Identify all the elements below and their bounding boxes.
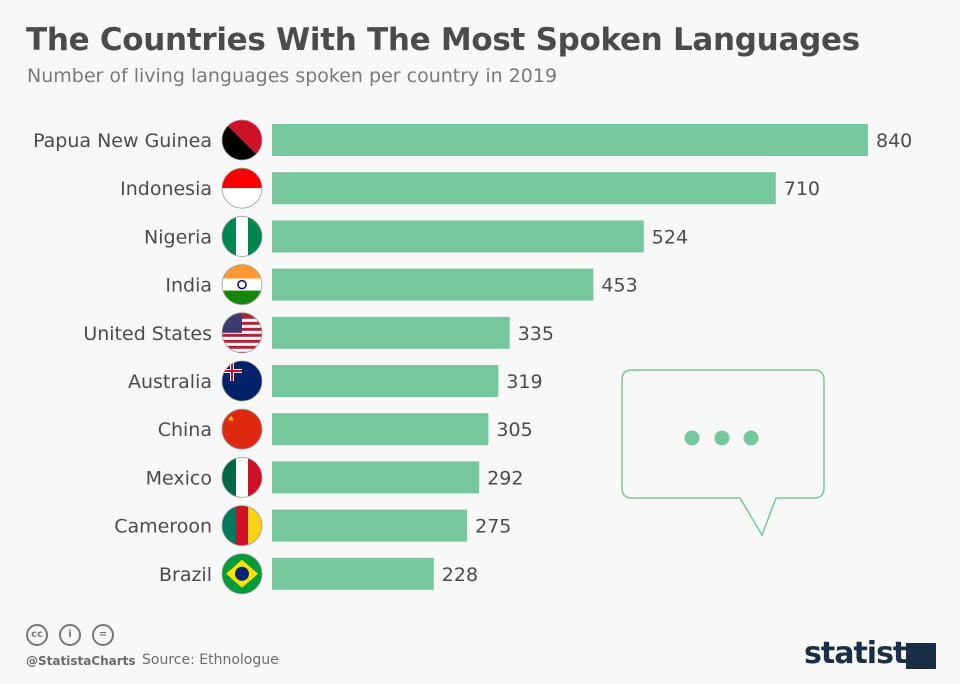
bar <box>272 124 868 156</box>
value-label: 335 <box>518 323 554 345</box>
bar-row: Mexico 292 <box>146 456 523 498</box>
bar <box>272 365 499 397</box>
flag-icon <box>222 216 262 257</box>
category-label: Indonesia <box>120 178 212 200</box>
bar <box>272 461 480 494</box>
speech-bubble-icon <box>621 369 825 537</box>
bar <box>272 413 489 446</box>
bar <box>272 220 644 253</box>
flag-icon <box>222 457 262 498</box>
flag-icon <box>222 264 262 305</box>
flag-icon <box>222 361 262 401</box>
flag-icon <box>222 553 262 594</box>
footer-handle: @StatistaCharts <box>26 654 136 668</box>
bar <box>272 557 434 590</box>
category-label: Cameroon <box>114 516 212 538</box>
nd-icon: = <box>92 624 114 646</box>
bar-row: Papua New Guinea 840 <box>33 119 912 161</box>
bar <box>272 316 510 349</box>
bar <box>272 172 776 205</box>
bar-row: China 305 <box>158 408 533 450</box>
bar-row: Australia 319 <box>128 360 543 402</box>
bar-row: Indonesia 710 <box>120 167 820 209</box>
category-label: India <box>165 275 212 297</box>
flag-icon <box>222 505 262 546</box>
chart-title: The Countries With The Most Spoken Langu… <box>26 22 860 58</box>
bar-row: India 453 <box>165 264 638 306</box>
flag-icon <box>222 120 262 160</box>
bar-row: Cameroon 275 <box>114 505 511 546</box>
value-label: 292 <box>487 467 523 489</box>
value-label: 840 <box>876 130 912 152</box>
value-label: 453 <box>601 275 637 297</box>
category-label: United States <box>83 323 212 345</box>
category-label: Papua New Guinea <box>33 130 212 152</box>
category-label: China <box>158 419 212 441</box>
chart-subtitle: Number of living languages spoken per co… <box>27 65 558 87</box>
bar-row: Brazil 228 <box>159 553 478 595</box>
category-label: Mexico <box>146 467 212 489</box>
by-icon: i <box>59 624 81 646</box>
flag-icon <box>222 168 262 209</box>
bar-row: United States 335 <box>83 312 554 354</box>
bar-row: Nigeria 524 <box>144 215 688 257</box>
footer-source: Source: Ethnologue <box>142 652 279 668</box>
value-label: 319 <box>506 371 542 393</box>
cc-icon: cc <box>26 624 48 646</box>
value-label: 524 <box>652 226 688 248</box>
bar <box>272 509 468 542</box>
flag-icon <box>222 409 262 450</box>
value-label: 275 <box>475 516 511 538</box>
category-label: Australia <box>128 371 212 393</box>
value-label: 228 <box>442 564 478 586</box>
statista-logo-mark <box>906 643 936 669</box>
category-label: Nigeria <box>144 226 212 248</box>
flag-icon <box>222 312 262 353</box>
bar <box>272 268 594 301</box>
value-label: 710 <box>784 178 820 200</box>
category-label: Brazil <box>159 564 212 586</box>
value-label: 305 <box>496 419 532 441</box>
